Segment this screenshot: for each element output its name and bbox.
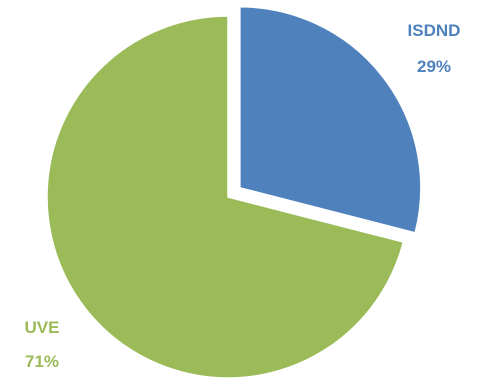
- slice-label-isdnd-name: ISDND: [408, 21, 461, 40]
- slice-label-isdnd-percent: 29%: [417, 57, 451, 76]
- pie-slice-isdnd: [239, 6, 422, 234]
- pie-slice-uve: [46, 15, 405, 379]
- pie-slices: [46, 6, 422, 379]
- pie-labels: ISDND 29% UVE 71%: [25, 21, 461, 371]
- slice-label-uve-percent: 71%: [25, 352, 59, 371]
- slice-label-uve-name: UVE: [25, 318, 60, 337]
